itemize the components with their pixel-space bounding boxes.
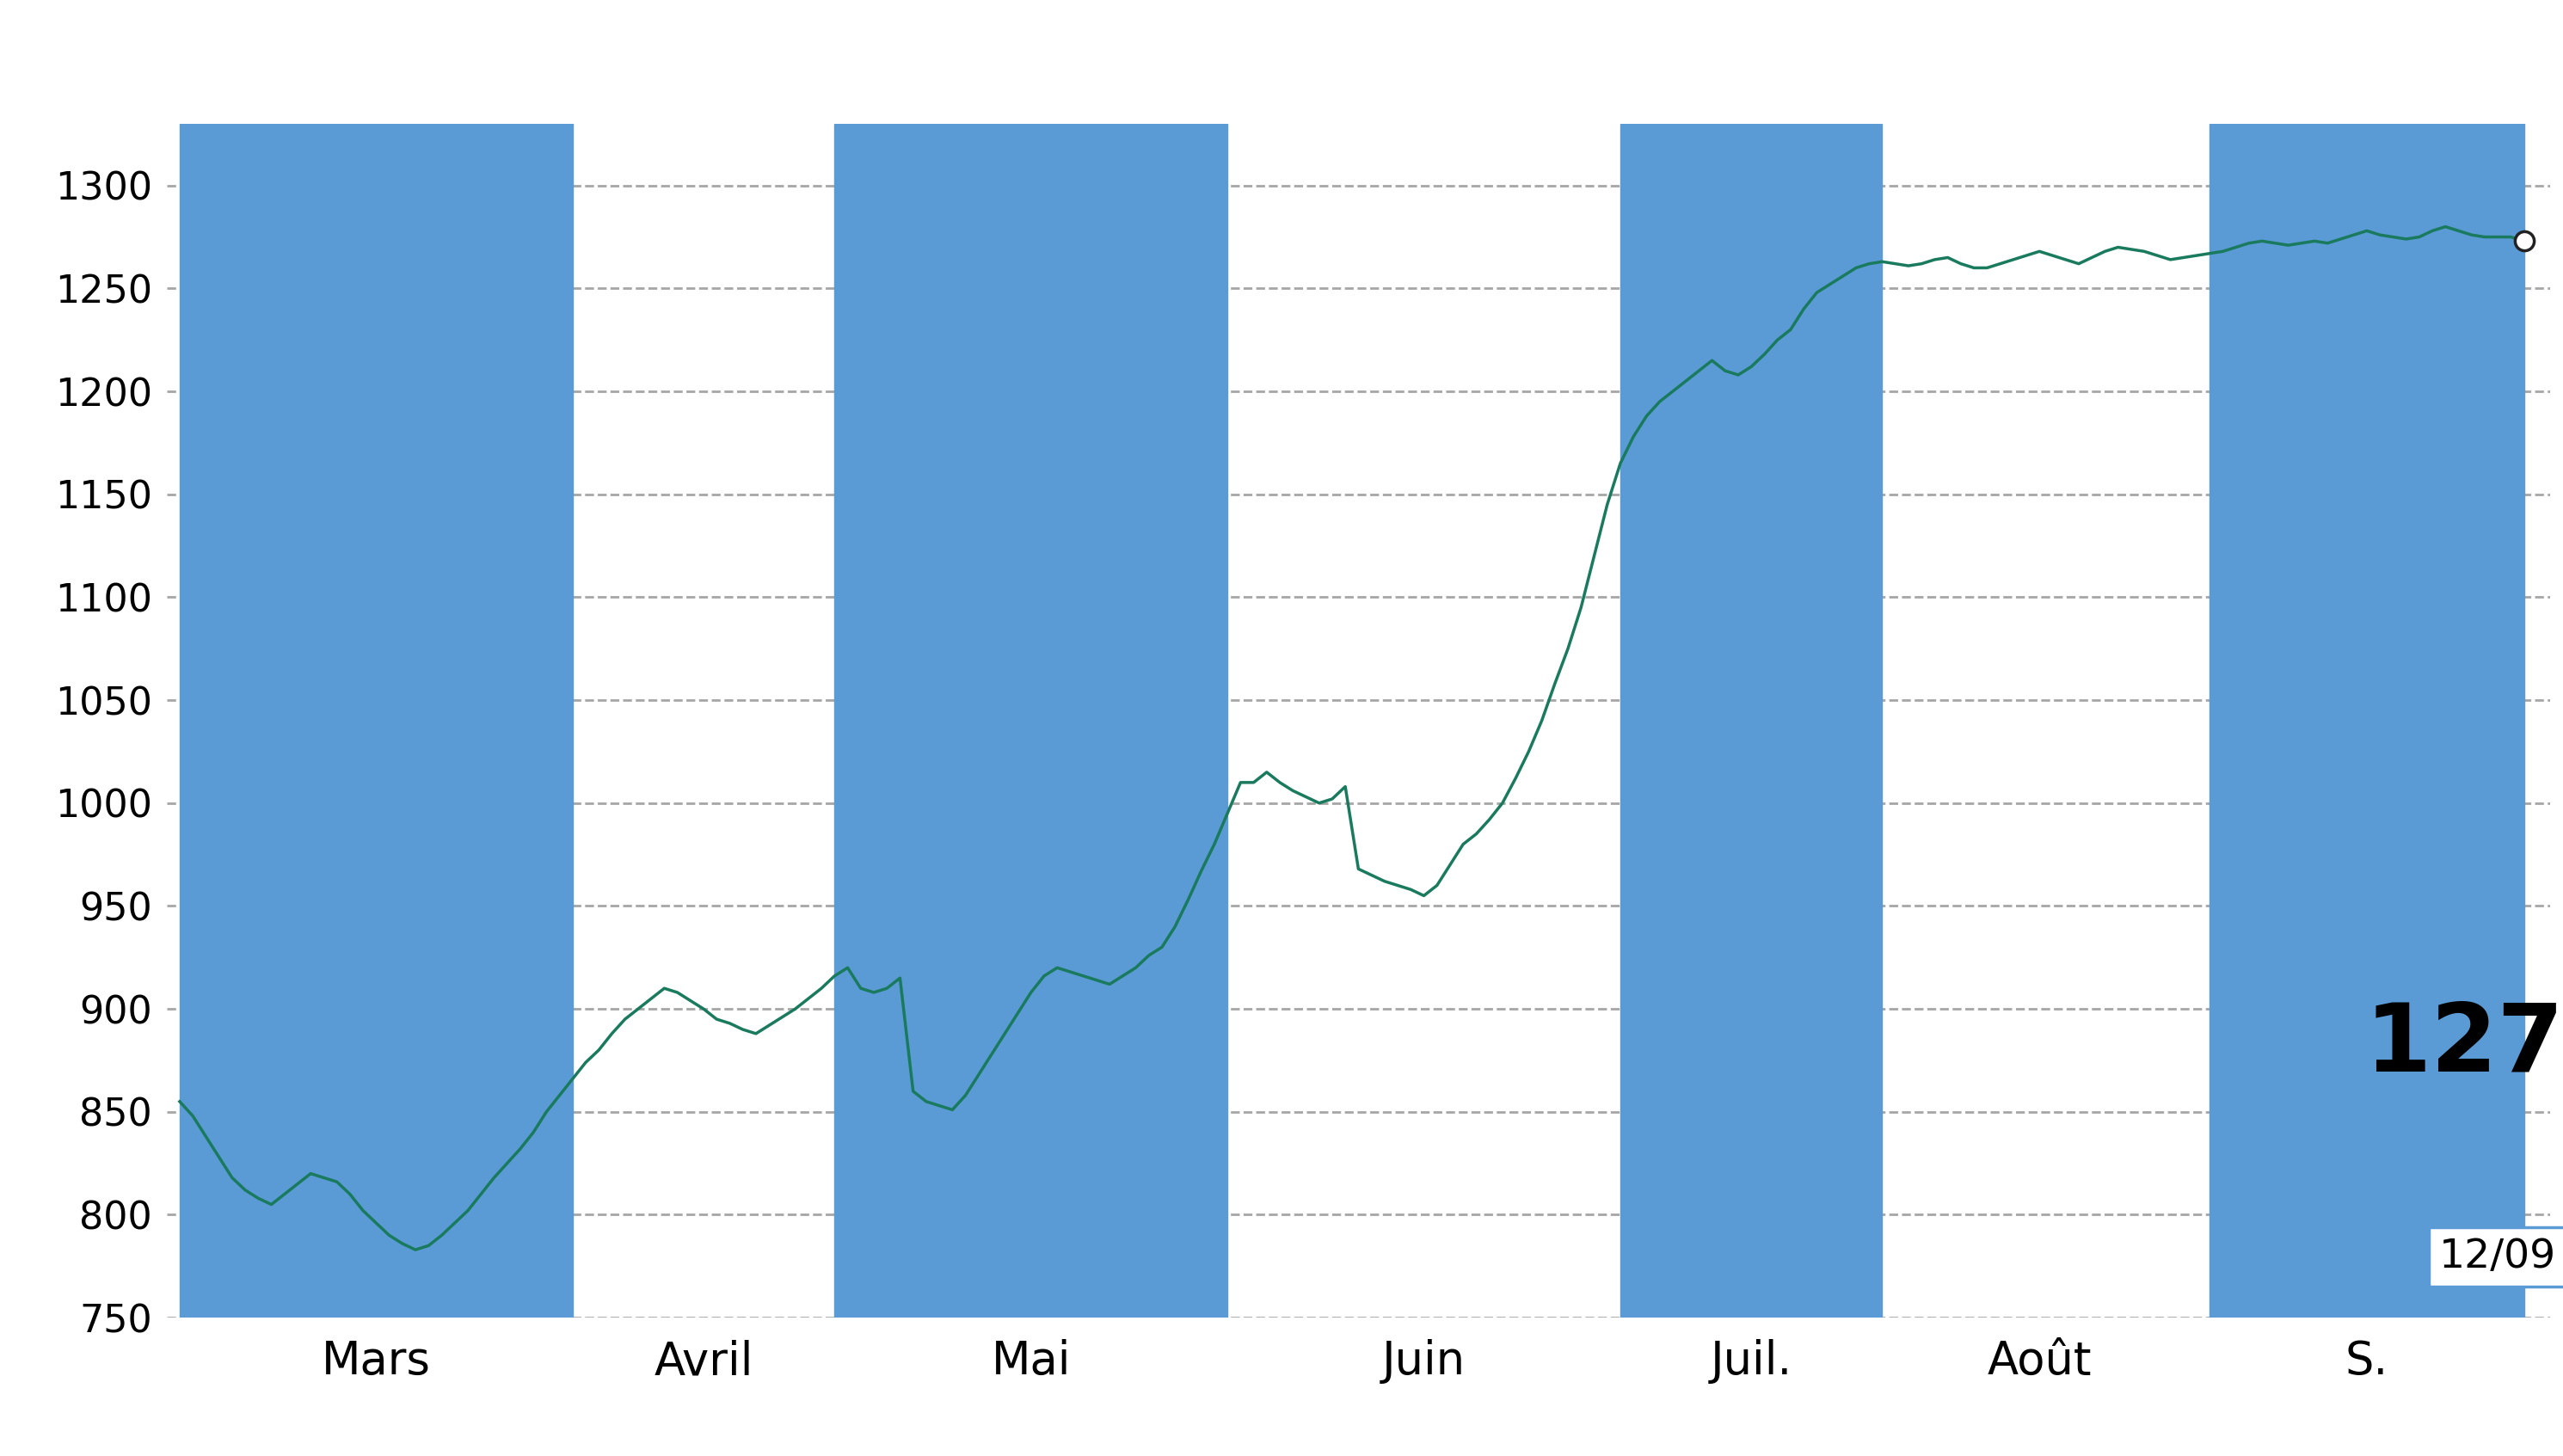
Bar — [1620, 124, 1881, 1318]
Bar — [836, 124, 1228, 1318]
Text: 12/09: 12/09 — [2440, 1238, 2555, 1277]
Text: Britvic PLC: Britvic PLC — [989, 9, 1574, 100]
Bar — [2209, 124, 2525, 1318]
Bar — [179, 124, 572, 1318]
Text: 1273: 1273 — [2366, 999, 2563, 1091]
